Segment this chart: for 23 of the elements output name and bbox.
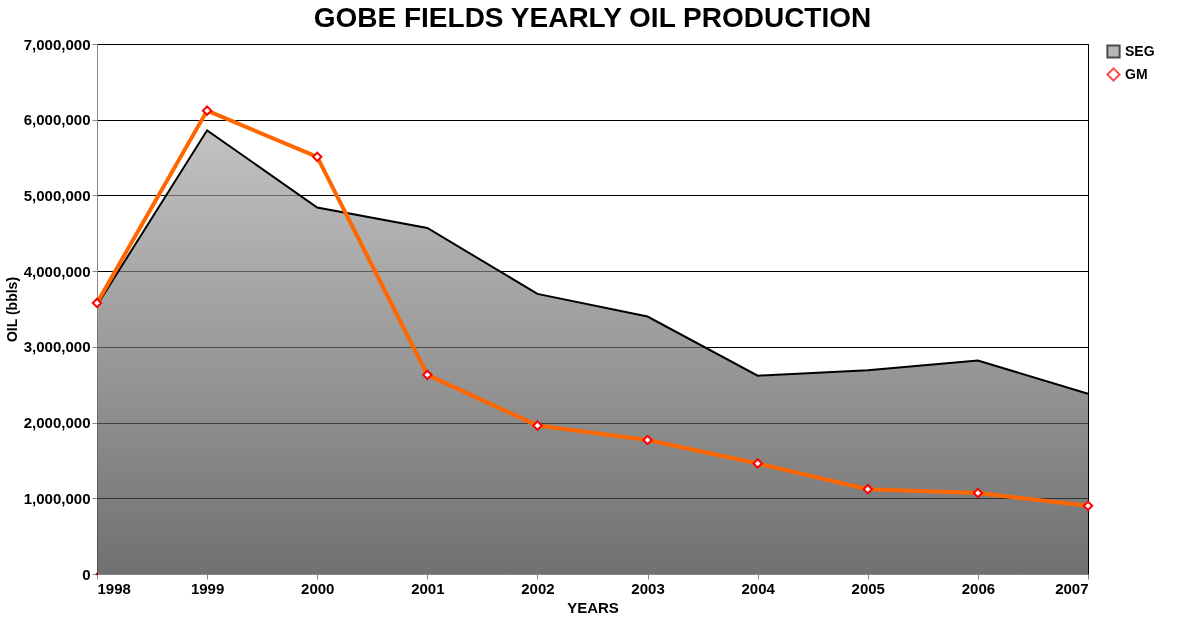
y-tick-label: 4,000,000 <box>23 262 91 280</box>
x-tick-label: 2006 <box>961 579 996 597</box>
y-tick-label: 5,000,000 <box>23 186 91 204</box>
x-tick-label: 2007 <box>1055 579 1089 597</box>
y-tick-label: 6,000,000 <box>23 111 91 129</box>
chart-title: GOBE FIELDS YEARLY OIL PRODUCTION <box>313 2 872 33</box>
x-tick-label: 2004 <box>741 579 776 597</box>
x-tick-label: 1999 <box>190 579 225 597</box>
legend-label: SEG <box>1125 42 1155 59</box>
x-tick-label: 2000 <box>301 579 335 597</box>
y-tick-label: 3,000,000 <box>23 338 91 356</box>
x-tick-label: 2003 <box>631 579 665 597</box>
y-tick-label: 0 <box>82 565 91 583</box>
x-tick-label: 2001 <box>411 579 445 597</box>
y-axis-title: OIL (bbls) <box>3 276 20 343</box>
x-tick-label: 2005 <box>851 579 885 597</box>
legend-label: GM <box>1125 65 1148 82</box>
x-tick-label: 2002 <box>521 579 555 597</box>
x-axis-title: YEARS <box>567 598 619 616</box>
y-tick-label: 1,000,000 <box>23 489 91 507</box>
y-tick-label: 7,000,000 <box>23 35 91 53</box>
y-tick-label: 2,000,000 <box>23 414 91 432</box>
x-tick-label: 1998 <box>97 579 131 597</box>
